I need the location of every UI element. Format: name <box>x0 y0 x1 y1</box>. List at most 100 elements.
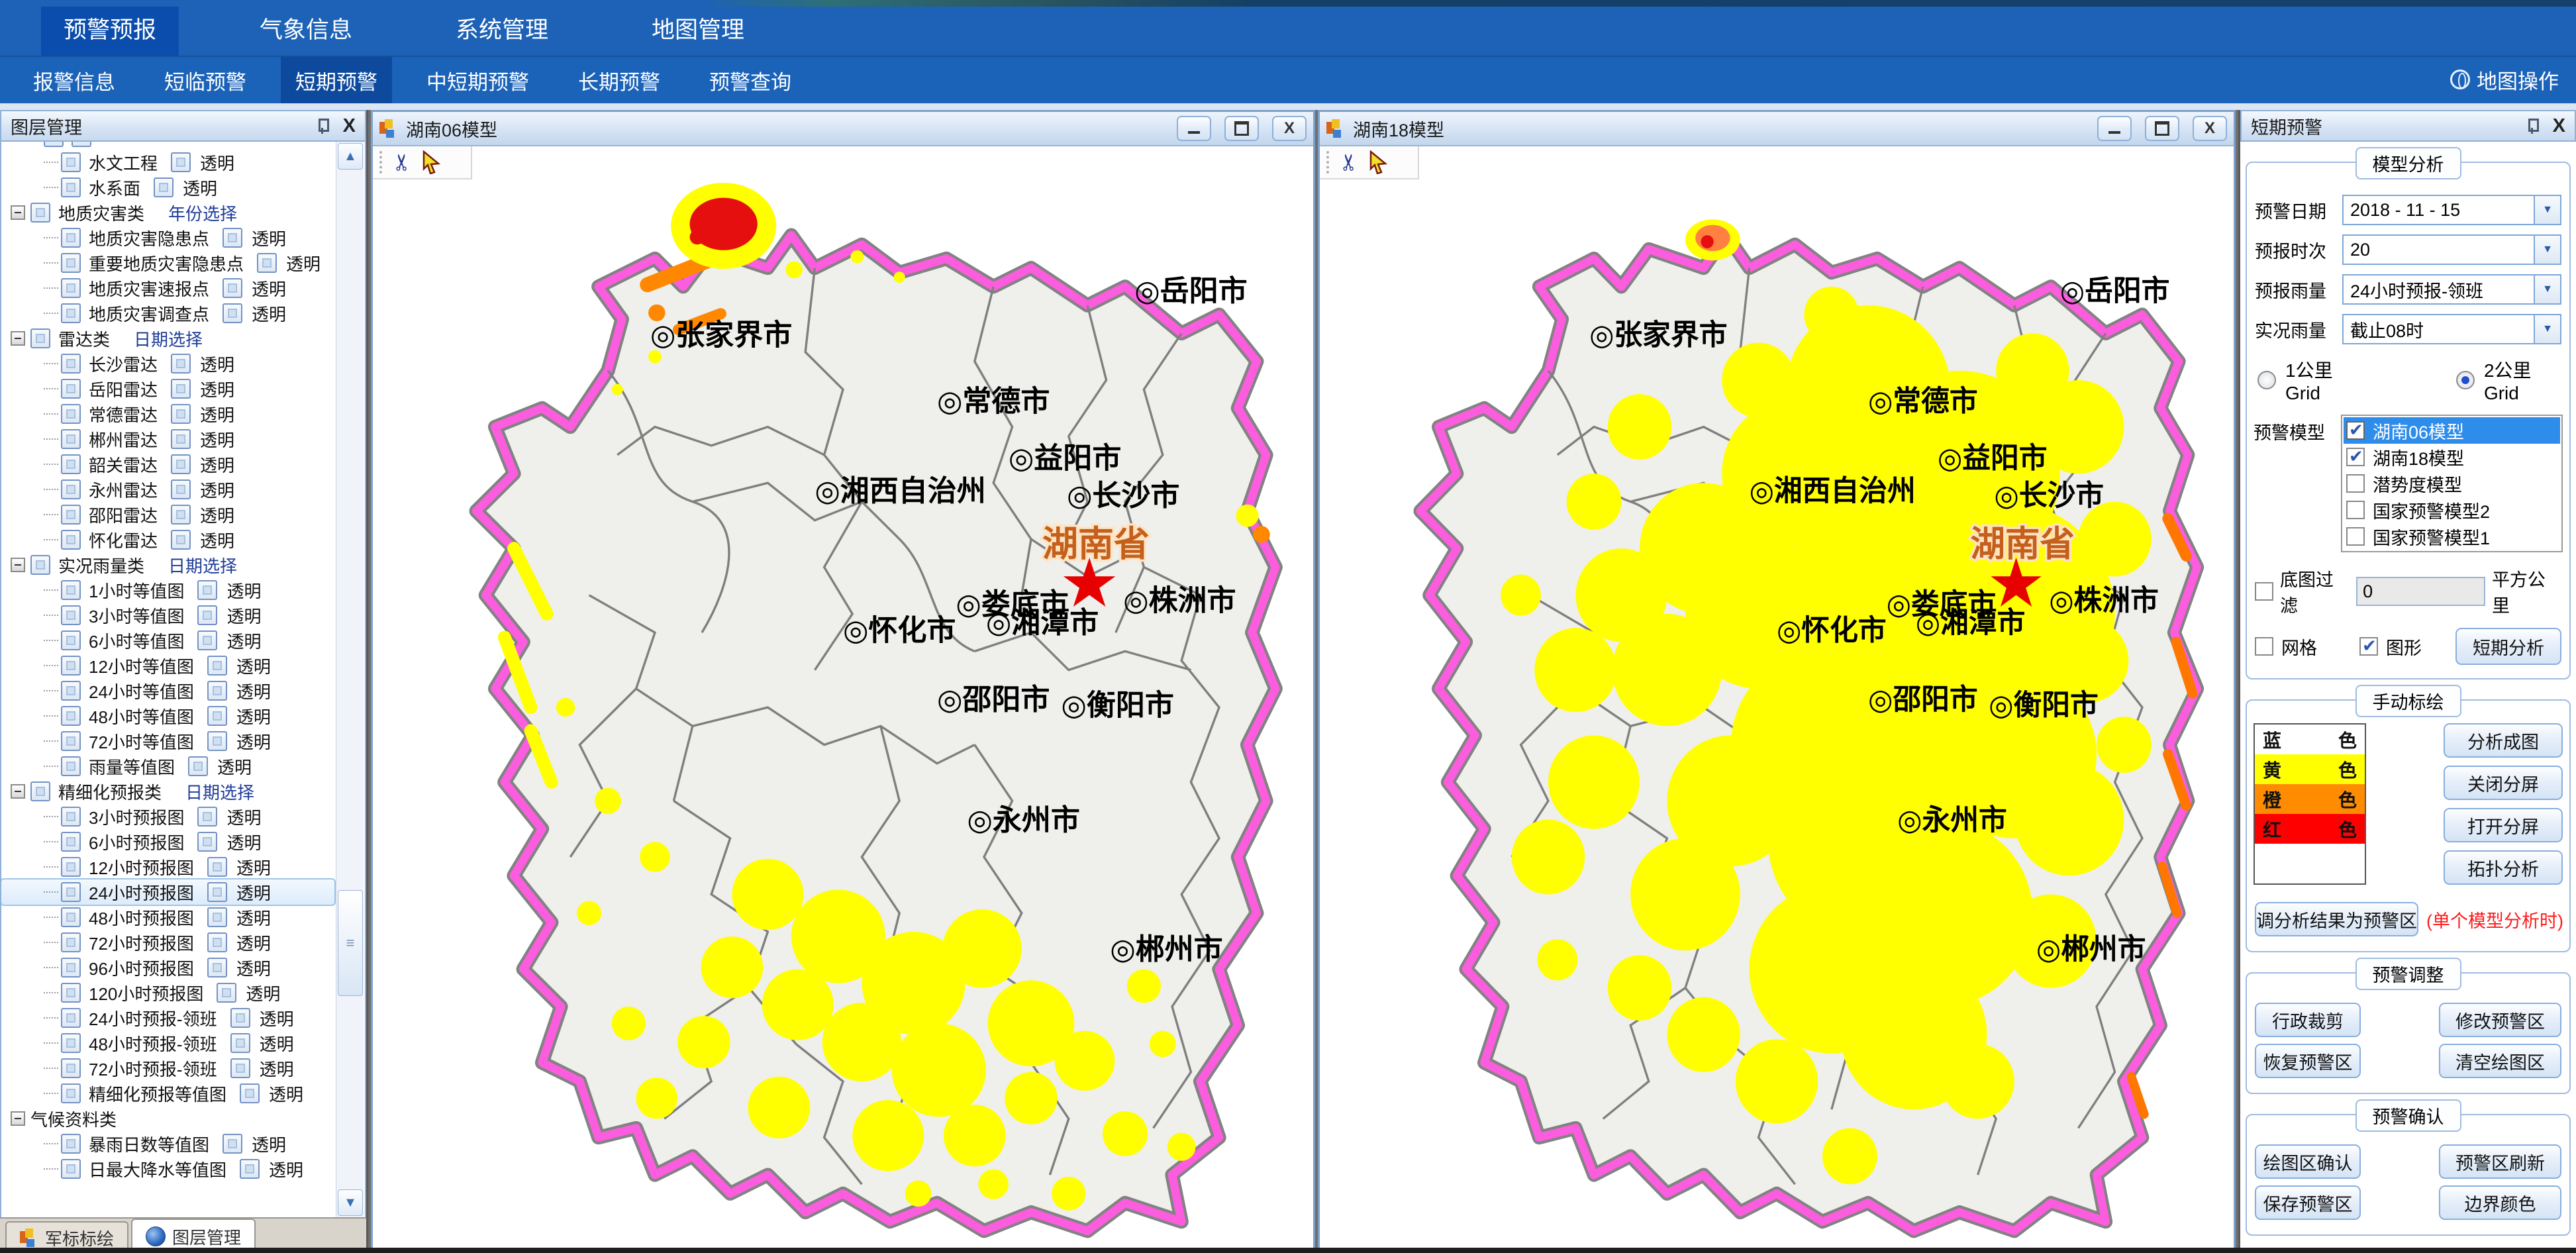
layer-checkbox[interactable] <box>61 958 81 977</box>
tree-row[interactable]: 72小时等值图 透明 <box>1 728 334 754</box>
layer-checkbox[interactable] <box>61 278 81 298</box>
layer-checkbox[interactable] <box>61 907 81 927</box>
layer-checkbox[interactable] <box>61 479 81 499</box>
layer-checkbox[interactable] <box>61 379 81 399</box>
transparent-checkbox[interactable] <box>171 479 191 499</box>
category-checkbox[interactable] <box>30 555 50 575</box>
transparent-checkbox[interactable] <box>188 756 209 776</box>
layer-checkbox[interactable] <box>61 832 81 852</box>
color-row-红[interactable]: 红色 <box>2255 814 2365 844</box>
category-checkbox[interactable] <box>30 781 50 801</box>
layer-checkbox[interactable] <box>61 605 81 625</box>
layer-checkbox[interactable] <box>61 731 81 751</box>
tree-row[interactable]: 地质灾害速报点 透明 <box>1 276 334 301</box>
color-row-蓝[interactable]: 蓝色 <box>2255 725 2365 754</box>
layer-checkbox[interactable] <box>61 152 81 172</box>
scroll-down-icon[interactable]: ▼ <box>338 1189 363 1216</box>
submenu-item-短临预警[interactable]: 短临预警 <box>164 70 246 94</box>
transparent-checkbox[interactable] <box>223 228 243 248</box>
tree-row[interactable]: 雷达类 日期选择 <box>1 326 334 351</box>
close-icon[interactable]: X <box>342 115 356 136</box>
pin-icon[interactable] <box>2524 117 2541 134</box>
warning-color-list[interactable]: 蓝色黄色橙色红色 <box>2254 723 2366 885</box>
tree-row[interactable]: 水文工程 透明 <box>1 150 334 175</box>
model-checkbox[interactable] <box>2346 474 2365 493</box>
tree-row[interactable]: 邵阳雷达 透明 <box>1 502 334 527</box>
tree-row[interactable]: 精细化预报类 日期选择 <box>1 779 334 804</box>
tree-row[interactable]: 12小时预报图 透明 <box>1 854 334 879</box>
map-window-hunan18[interactable]: 湖南18模型 ✂ <box>1318 110 2236 1252</box>
toolbar-grip[interactable] <box>379 151 383 174</box>
tree-row[interactable]: 6小时预报图 透明 <box>1 829 334 854</box>
window-titlebar[interactable]: 湖南06模型 <box>373 112 1313 146</box>
transparent-checkbox[interactable] <box>197 630 218 650</box>
window-titlebar[interactable]: 湖南18模型 <box>1320 112 2234 146</box>
transparent-checkbox[interactable] <box>72 142 91 147</box>
apply-analysis-button[interactable]: 调分析结果为预警区 <box>2255 902 2418 936</box>
tree-row[interactable]: 地质灾害隐患点 透明 <box>1 225 334 250</box>
model-checkbox[interactable] <box>2346 446 2365 467</box>
tree-row[interactable]: 郴州雷达 透明 <box>1 426 334 452</box>
transparent-checkbox[interactable] <box>207 656 227 676</box>
layer-checkbox[interactable] <box>44 142 64 147</box>
model-list-item[interactable]: 国家预警模型2 <box>2344 497 2560 523</box>
transparent-checkbox[interactable] <box>171 404 191 424</box>
layer-checkbox[interactable] <box>61 253 81 273</box>
layer-checkbox[interactable] <box>61 630 81 650</box>
forecast-rain-combo[interactable]: 24小时预报-领班 ▼ <box>2342 274 2561 305</box>
layer-checkbox[interactable] <box>61 1008 81 1028</box>
transparent-checkbox[interactable] <box>217 983 237 1003</box>
menubar-item-地图管理[interactable]: 地图管理 <box>652 17 745 43</box>
transparent-checkbox[interactable] <box>171 429 191 449</box>
minimize-button[interactable] <box>2097 116 2132 141</box>
scissors-icon[interactable]: ✂ <box>1336 152 1362 172</box>
model-list-item[interactable]: 湖南06模型 <box>2344 417 2560 444</box>
model-list-item[interactable]: 潜势度模型 <box>2344 470 2560 497</box>
layer-checkbox[interactable] <box>61 404 81 424</box>
transparent-checkbox[interactable] <box>207 907 227 927</box>
panel-button-分析成图[interactable]: 分析成图 <box>2444 723 2563 758</box>
tree-row[interactable]: 120小时预报图 透明 <box>1 980 334 1005</box>
tree-row[interactable]: 岳阳雷达 透明 <box>1 376 334 401</box>
chevron-down-icon[interactable]: ▼ <box>2534 236 2560 264</box>
close-button[interactable] <box>1272 116 1307 141</box>
layer-checkbox[interactable] <box>61 1134 81 1154</box>
scroll-thumb[interactable]: ≡ <box>338 890 363 996</box>
category-checkbox[interactable] <box>30 328 50 348</box>
panel-button-清空绘图区[interactable]: 清空绘图区 <box>2439 1044 2561 1078</box>
expander-icon[interactable] <box>11 331 25 346</box>
tree-row[interactable]: 精细化预报等值图 透明 <box>1 1081 334 1106</box>
menubar-item-系统管理[interactable]: 系统管理 <box>456 17 549 43</box>
transparent-checkbox[interactable] <box>207 958 227 977</box>
submenu-item-预警查询[interactable]: 预警查询 <box>709 70 791 94</box>
restore-button[interactable] <box>1224 116 1259 141</box>
short-term-analysis-button[interactable]: 短期分析 <box>2455 628 2561 665</box>
sidebar-tab-图层管理[interactable]: 图层管理 <box>131 1219 256 1253</box>
map-operations-menu[interactable]: 地图操作 <box>2450 56 2559 103</box>
tree-row[interactable]: 6小时等值图 透明 <box>1 628 334 653</box>
chevron-down-icon[interactable]: ▼ <box>2534 315 2560 343</box>
date-select-link[interactable]: 日期选择 <box>168 556 238 576</box>
tree-row[interactable]: 24小时预报图 透明 <box>1 878 336 906</box>
tree-row[interactable]: 长沙雷达 透明 <box>1 351 334 376</box>
radio-1km[interactable] <box>2257 371 2276 389</box>
transparent-checkbox[interactable] <box>257 253 277 273</box>
transparent-checkbox[interactable] <box>207 706 227 726</box>
transparent-checkbox[interactable] <box>240 1159 260 1179</box>
layer-checkbox[interactable] <box>61 303 81 323</box>
tree-row[interactable]: 水系面 透明 <box>1 175 334 200</box>
tree-row[interactable]: 72小时预报图 透明 <box>1 930 334 955</box>
tree-row[interactable]: 48小时预报-领班 透明 <box>1 1030 334 1056</box>
transparent-checkbox[interactable] <box>207 857 227 877</box>
warning-date-combo[interactable]: 2018 - 11 - 15 ▼ <box>2342 195 2561 225</box>
tree-row[interactable]: 雨量等值图 透明 <box>1 754 334 779</box>
menubar-item-预警预报[interactable]: 预警预报 <box>41 0 179 56</box>
tree-row[interactable]: 地质灾害类 年份选择 <box>1 200 334 225</box>
layer-checkbox[interactable] <box>61 454 81 474</box>
tree-row[interactable]: 气候资料类 <box>1 1106 334 1131</box>
chevron-down-icon[interactable]: ▼ <box>2534 196 2560 224</box>
submenu-item-中短期预警[interactable]: 中短期预警 <box>426 70 529 94</box>
transparent-checkbox[interactable] <box>197 807 218 827</box>
close-icon[interactable]: X <box>2552 115 2565 136</box>
transparent-checkbox[interactable] <box>171 354 191 374</box>
